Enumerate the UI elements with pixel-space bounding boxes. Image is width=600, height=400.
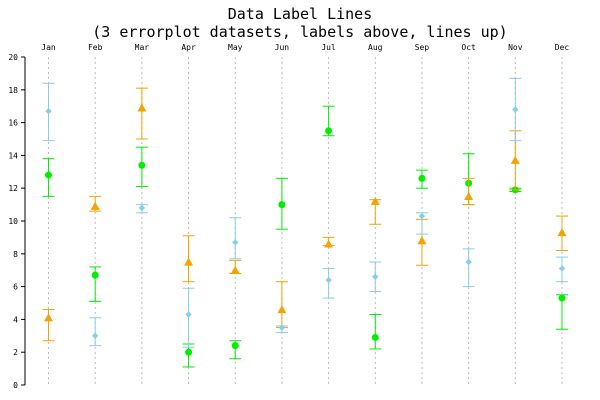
- series-circle: [42, 105, 568, 368]
- data-point-diamond: [558, 265, 566, 272]
- data-point-diamond: [418, 212, 426, 220]
- y-tick-label: 4: [13, 315, 18, 324]
- data-point-diamond: [45, 107, 52, 115]
- data-point-triangle: [464, 191, 474, 200]
- data-point-diamond: [372, 273, 379, 280]
- data-point-triangle: [90, 201, 100, 210]
- data-point-triangle: [184, 257, 194, 266]
- x-tick-label: Oct: [461, 43, 476, 52]
- data-point-triangle: [324, 239, 334, 248]
- x-tick-label: Sep: [415, 43, 430, 52]
- y-tick-label: 14: [8, 151, 18, 160]
- y-tick-label: 16: [8, 119, 18, 128]
- chart-title: Data Label Lines: [228, 5, 373, 23]
- x-tick-label: Jun: [275, 43, 290, 52]
- data-point-triangle: [417, 236, 427, 245]
- data-point-diamond: [138, 204, 146, 212]
- series-diamond: [42, 77, 568, 348]
- x-tick-label: Jul: [321, 43, 336, 52]
- data-point-triangle: [277, 305, 287, 314]
- data-point-circle: [138, 161, 146, 169]
- x-tick-label: Aug: [368, 43, 383, 52]
- data-point-triangle: [370, 196, 380, 205]
- y-tick-label: 20: [8, 53, 18, 62]
- data-point-circle: [185, 348, 193, 356]
- data-point-triangle: [557, 227, 567, 237]
- y-tick-label: 10: [8, 217, 18, 226]
- data-point-diamond: [232, 239, 239, 246]
- data-point-circle: [231, 342, 239, 350]
- data-point-diamond: [512, 106, 519, 113]
- x-tick-label: Feb: [88, 43, 103, 52]
- data-point-circle: [91, 271, 99, 279]
- y-tick-label: 18: [8, 86, 18, 95]
- data-point-diamond: [325, 276, 332, 284]
- x-tick-label: Apr: [181, 43, 196, 52]
- data-point-diamond: [91, 332, 99, 339]
- data-point-diamond: [465, 258, 472, 266]
- x-tick-label: Jan: [41, 43, 56, 52]
- x-tick-label: May: [228, 43, 243, 52]
- x-tick-label: Mar: [135, 43, 150, 52]
- series-layer: [42, 77, 568, 368]
- y-tick-label: 6: [13, 283, 18, 292]
- x-tick-label: Dec: [555, 43, 570, 52]
- data-point-triangle: [137, 103, 147, 112]
- data-point-circle: [278, 201, 286, 209]
- axes: Jan Feb Mar Apr May Jun Jul Aug Sep Oct Nov Dec 0 2 4 6…: [8, 43, 569, 390]
- data-point-diamond: [278, 324, 286, 331]
- y-tick-label: 8: [13, 250, 18, 259]
- data-point-triangle: [510, 155, 520, 164]
- y-tick-label: 12: [8, 184, 18, 193]
- data-point-circle: [325, 127, 333, 135]
- data-point-circle: [558, 294, 566, 302]
- data-point-diamond: [185, 311, 192, 318]
- y-tick-label: 0: [13, 381, 18, 390]
- data-point-circle: [418, 174, 426, 182]
- chart-subtitle: (3 errorplot datasets, labels above, lin…: [92, 23, 507, 41]
- data-point-circle: [371, 333, 379, 341]
- data-point-triangle: [44, 313, 53, 322]
- series-triangle: [42, 87, 568, 342]
- data-point-triangle: [230, 265, 240, 274]
- data-point-circle: [45, 171, 52, 179]
- x-tick-label: Nov: [508, 43, 523, 52]
- y-tick-label: 2: [13, 348, 18, 357]
